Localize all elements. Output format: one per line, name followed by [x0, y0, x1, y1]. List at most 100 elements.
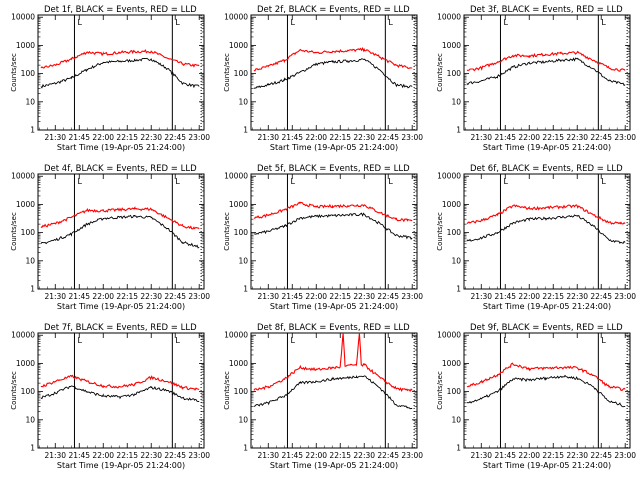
x-tick-label: 22:15: [116, 292, 138, 301]
y-tick-label: 100: [447, 228, 462, 237]
y-tick-label: 10: [451, 97, 461, 106]
y-tick-label: 1000: [229, 359, 248, 368]
time-marker-label: L: [77, 18, 82, 27]
x-tick-label: 22:30: [566, 133, 588, 142]
time-marker-label: L: [175, 177, 180, 186]
x-tick-label: 22:15: [116, 133, 138, 142]
x-tick-label: 21:30: [257, 292, 279, 301]
panel-det-7f: Det 7f, BLACK = Events, RED = LLD 1 10 100 1…: [10, 323, 210, 470]
y-tick-label: 1: [456, 444, 461, 453]
x-tick-label: 22:15: [329, 292, 351, 301]
time-marker-label: L: [503, 177, 508, 186]
lld-series-line: [40, 206, 200, 230]
plot-frame: [37, 14, 205, 131]
panel-title: Det 2f, BLACK = Events, RED = LLD: [257, 5, 410, 15]
y-axis-label: Counts/sec: [10, 53, 18, 92]
x-tick-label: 22:45: [164, 451, 186, 460]
y-tick-label: 100: [234, 387, 249, 396]
events-series-line: [253, 58, 413, 89]
panel-det-2f: Det 2f, BLACK = Events, RED = LLD 1 10 100 1…: [223, 5, 423, 152]
time-marker-label: L: [503, 336, 508, 345]
x-tick-label: 22:00: [305, 292, 327, 301]
lld-series-line: [466, 362, 626, 391]
x-tick-label: 21:30: [257, 133, 279, 142]
x-tick-label: 21:30: [44, 451, 66, 460]
x-tick-label: 22:15: [542, 292, 564, 301]
x-tick-label: 22:30: [566, 292, 588, 301]
x-tick-label: 22:45: [377, 451, 399, 460]
y-tick-label: 1: [243, 126, 248, 135]
lld-series-line: [253, 47, 413, 72]
y-tick-label: 1: [243, 444, 248, 453]
plot-frame: [250, 332, 418, 449]
y-axis-label: Counts/sec: [10, 212, 18, 251]
x-tick-label: 22:30: [140, 292, 162, 301]
y-tick-label: 10: [238, 415, 248, 424]
y-tick-label: 10: [25, 415, 35, 424]
x-tick-label: 22:45: [590, 292, 612, 301]
x-tick-label: 23:00: [614, 451, 636, 460]
x-tick-label: 22:30: [140, 451, 162, 460]
panel-det-8f: Det 8f, BLACK = Events, RED = LLD 1 10 100 1…: [223, 323, 423, 470]
x-tick-label: 21:45: [68, 451, 90, 460]
y-axis-label: Counts/sec: [223, 53, 231, 92]
y-tick-label: 10000: [437, 13, 461, 22]
y-tick-label: 10: [238, 97, 248, 106]
time-marker-label: L: [290, 18, 295, 27]
y-tick-label: 10: [25, 256, 35, 265]
y-tick-label: 10000: [224, 331, 248, 340]
x-axis-label: Start Time (19-Apr-05 21:24:00): [483, 461, 611, 470]
x-tick-label: 22:30: [566, 451, 588, 460]
x-tick-label: 21:30: [470, 451, 492, 460]
x-tick-label: 22:45: [590, 133, 612, 142]
x-tick-label: 22:15: [329, 451, 351, 460]
x-axis-label: Start Time (19-Apr-05 21:24:00): [57, 302, 185, 311]
y-tick-label: 100: [234, 228, 249, 237]
y-tick-label: 1: [456, 285, 461, 294]
x-tick-label: 23:00: [614, 292, 636, 301]
lld-series-line: [466, 204, 626, 225]
x-tick-label: 22:00: [518, 292, 540, 301]
time-marker-label: L: [503, 18, 508, 27]
x-tick-label: 22:15: [329, 133, 351, 142]
y-tick-label: 100: [447, 69, 462, 78]
x-tick-label: 22:00: [518, 451, 540, 460]
x-tick-label: 21:45: [281, 451, 303, 460]
y-tick-label: 100: [21, 387, 36, 396]
x-axis-label: Start Time (19-Apr-05 21:24:00): [57, 461, 185, 470]
y-tick-label: 10000: [437, 172, 461, 181]
y-tick-label: 10: [25, 97, 35, 106]
lld-series-line: [253, 201, 413, 223]
y-tick-label: 10000: [11, 172, 35, 181]
plot-frame: [37, 332, 205, 449]
time-marker-label: L: [388, 336, 393, 345]
panel-title: Det 6f, BLACK = Events, RED = LLD: [470, 164, 623, 174]
x-tick-label: 23:00: [188, 133, 210, 142]
x-tick-label: 21:45: [281, 133, 303, 142]
y-tick-label: 10: [451, 256, 461, 265]
x-tick-label: 21:30: [44, 133, 66, 142]
y-tick-label: 1: [30, 126, 35, 135]
plot-frame: [463, 173, 631, 290]
x-tick-label: 21:45: [281, 292, 303, 301]
x-tick-label: 22:30: [353, 133, 375, 142]
time-marker-label: L: [601, 18, 606, 27]
panel-det-5f: Det 5f, BLACK = Events, RED = LLD 1 10 100 1…: [223, 164, 423, 311]
x-tick-label: 22:00: [518, 133, 540, 142]
x-tick-label: 22:00: [92, 133, 114, 142]
x-tick-label: 23:00: [401, 292, 423, 301]
x-tick-label: 21:45: [68, 292, 90, 301]
lld-series-line: [40, 374, 200, 391]
y-axis-label: Counts/sec: [223, 212, 231, 251]
x-tick-label: 22:45: [377, 292, 399, 301]
y-tick-label: 100: [447, 387, 462, 396]
panel-det-6f: Det 6f, BLACK = Events, RED = LLD 1 10 100 1…: [436, 164, 636, 311]
y-tick-label: 10000: [11, 13, 35, 22]
y-tick-label: 10000: [437, 331, 461, 340]
panel-det-3f: Det 3f, BLACK = Events, RED = LLD 1 10 100 1…: [436, 5, 636, 152]
plot-frame: [37, 173, 205, 290]
panel-title: Det 4f, BLACK = Events, RED = LLD: [44, 164, 197, 174]
panel-det-4f: Det 4f, BLACK = Events, RED = LLD 1 10 100 1…: [10, 164, 210, 311]
events-series-line: [253, 374, 413, 410]
